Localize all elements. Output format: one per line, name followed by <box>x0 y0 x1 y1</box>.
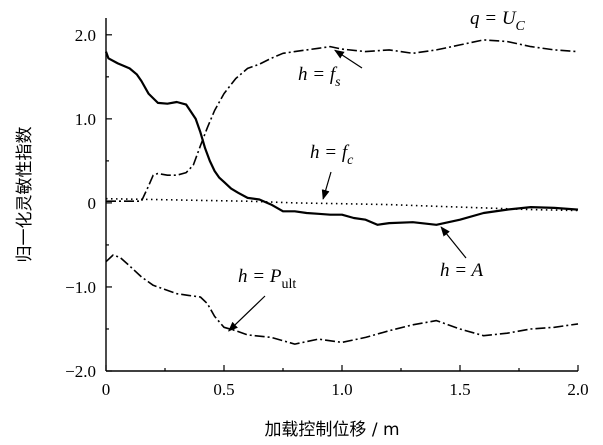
y-tick-label: −1.0 <box>65 278 96 297</box>
y-tick-label: −2.0 <box>65 362 96 381</box>
annotation-A: h = A <box>440 260 483 281</box>
x-tick-label: 0 <box>102 380 111 399</box>
y-axis-title: 归一化灵敏性指数 <box>15 127 35 263</box>
series-line-fs <box>106 39 579 202</box>
x-tick-label: 0.5 <box>213 380 234 399</box>
arrow-fc <box>321 171 332 200</box>
annotation-layer: q = UC h = fs h = fc h = Pult h = A <box>228 8 526 332</box>
axes: 0 0.5 1.0 1.5 2.0 2.0 1.0 0 −1.0 −2.0 加载控制位移 / m 归一… <box>15 18 589 440</box>
x-tick-label: 1.0 <box>331 380 352 399</box>
annotation-fs: h = fs <box>298 64 341 90</box>
y-tick-label: 0 <box>88 194 97 213</box>
y-tick-label: 2.0 <box>75 26 96 45</box>
arrow-A <box>440 226 467 259</box>
series-line-fc <box>105 197 579 212</box>
x-tick-label: 1.5 <box>449 380 470 399</box>
arrow-fs <box>334 49 363 69</box>
annotation-q: q = UC <box>470 8 526 34</box>
annotation-fc: h = fc <box>310 142 354 168</box>
series-line-Pult <box>105 254 579 345</box>
arrow-Pult <box>228 295 266 332</box>
y-tick-label: 1.0 <box>75 110 96 129</box>
series-layer <box>104 39 579 345</box>
x-tick-label: 2.0 <box>567 380 588 399</box>
x-axis-title: 加载控制位移 / m <box>264 420 399 440</box>
series-line-A <box>104 51 579 226</box>
annotation-Pult: h = Pult <box>238 266 296 292</box>
